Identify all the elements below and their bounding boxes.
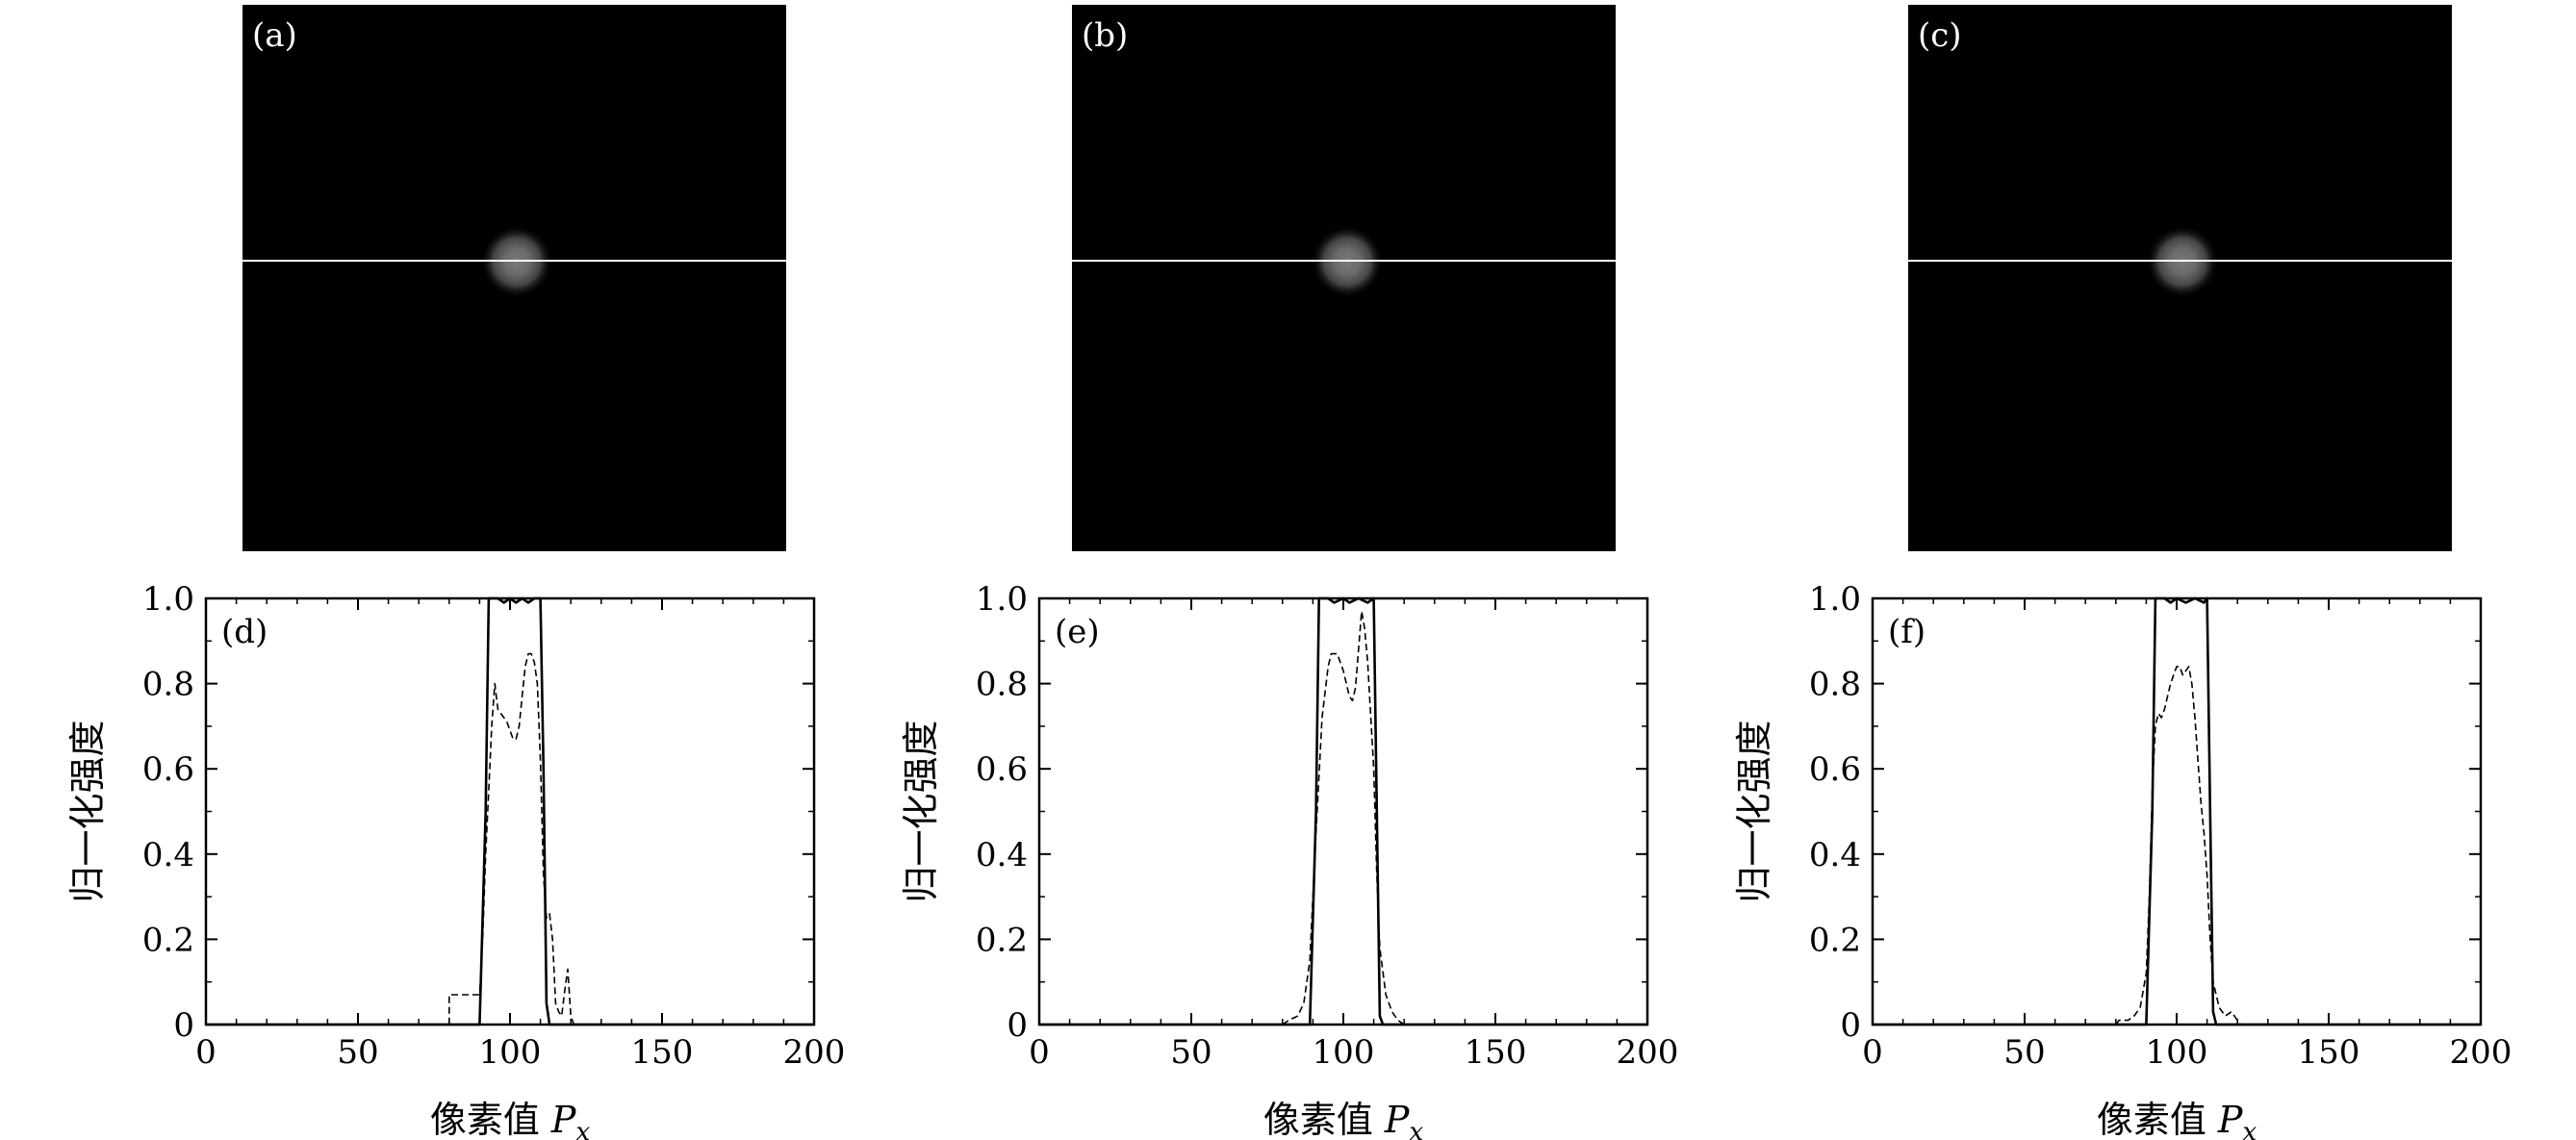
x-axis-label-text: 像素值 [1263, 1099, 1385, 1140]
image-panel-c: (c) [1908, 5, 2452, 551]
x-tick-label: 0 [1029, 1033, 1050, 1072]
plot-panel-d: 0 50 100 150 200 0 0.2 0.4 0.6 0.8 1.0 (d) 像素值 Px 归一化… [66, 580, 845, 1140]
y-tick-label: 0.2 [142, 921, 194, 959]
x-tick-label: 0 [195, 1033, 217, 1072]
y-tick-label: 0.8 [976, 666, 1028, 704]
plot-panel-f: 0 50 100 150 200 0 0.2 0.4 0.6 0.8 1.0 (f) 像素值 Px 归一化… [1733, 580, 2512, 1140]
y-tick-label: 0 [1007, 1006, 1028, 1045]
series-line-dashed [1873, 666, 2481, 1026]
panel-label: (f) [1888, 613, 1926, 651]
series-line-solid [206, 596, 814, 1026]
y-axis-label: 归一化强度 [1733, 720, 1775, 902]
plot-panel-e: 0 50 100 150 200 0 0.2 0.4 0.6 0.8 1.0 (e) 像素值 Px 归一化… [900, 580, 1678, 1140]
x-tick-label: 50 [1170, 1033, 1211, 1072]
y-tick-label: 1.0 [1809, 580, 1861, 619]
y-tick-label: 0.2 [976, 921, 1028, 959]
panel-label: (e) [1055, 613, 1100, 651]
image-panel-b: (b) [1072, 5, 1616, 551]
x-axis-label: 像素值 Px [430, 1099, 591, 1140]
plot-frame [204, 596, 816, 1026]
image-panel-a: (a) [242, 5, 786, 551]
x-axis-label-var: P [1384, 1099, 1411, 1140]
x-axis-label-var: P [550, 1099, 577, 1140]
x-tick-label: 50 [337, 1033, 378, 1072]
y-tick-label: 0.6 [976, 750, 1028, 789]
y-tick-label: 0 [173, 1006, 194, 1045]
series-line-solid [1873, 596, 2481, 1026]
y-tick-label: 0.4 [976, 836, 1028, 874]
x-tick-label: 200 [2450, 1033, 2512, 1072]
image-b-label: (b) [1082, 16, 1128, 55]
x-tick-label: 150 [2298, 1033, 2360, 1072]
x-tick-label: 200 [783, 1033, 846, 1072]
x-axis-label-sub: x [576, 1118, 591, 1140]
y-tick-label: 1.0 [976, 580, 1028, 619]
y-tick-label: 0 [1840, 1006, 1861, 1045]
y-tick-label: 0.6 [1809, 750, 1861, 789]
x-axis-label: 像素值 Px [1263, 1099, 1424, 1140]
series-line-solid [1039, 596, 1647, 1026]
x-tick-label: 100 [1313, 1033, 1375, 1072]
x-axis-label-sub: x [1410, 1118, 1424, 1140]
image-a-label: (a) [252, 16, 297, 55]
x-axis-label: 像素值 Px [2097, 1099, 2257, 1140]
y-tick-label: 0.8 [1809, 666, 1861, 704]
x-axis-label-var: P [2217, 1099, 2244, 1140]
plot-frame [1037, 596, 1649, 1026]
x-tick-label: 100 [2146, 1033, 2208, 1072]
panel-label: (d) [221, 613, 268, 651]
y-tick-label: 0.4 [1809, 836, 1861, 874]
x-tick-label: 50 [2003, 1033, 2045, 1072]
x-tick-label: 100 [479, 1033, 542, 1072]
series-line-dashed [206, 652, 814, 1026]
y-tick-label: 0.2 [1809, 921, 1861, 959]
x-axis-label-text: 像素值 [2097, 1099, 2218, 1140]
series-line-dashed [1039, 610, 1647, 1026]
y-tick-label: 1.0 [142, 580, 194, 619]
y-tick-label: 0.8 [142, 666, 194, 704]
x-axis-label-text: 像素值 [430, 1099, 551, 1140]
y-axis-label: 归一化强度 [900, 720, 942, 902]
plot-frame [1871, 596, 2483, 1026]
y-tick-label: 0.4 [142, 836, 194, 874]
x-tick-label: 0 [1862, 1033, 1883, 1072]
x-tick-label: 200 [1617, 1033, 1679, 1072]
x-tick-label: 150 [631, 1033, 694, 1072]
y-axis-label: 归一化强度 [66, 720, 109, 902]
x-axis-label-sub: x [2243, 1118, 2257, 1140]
x-tick-label: 150 [1465, 1033, 1527, 1072]
image-c-label: (c) [1918, 16, 1962, 55]
y-tick-label: 0.6 [142, 750, 194, 789]
